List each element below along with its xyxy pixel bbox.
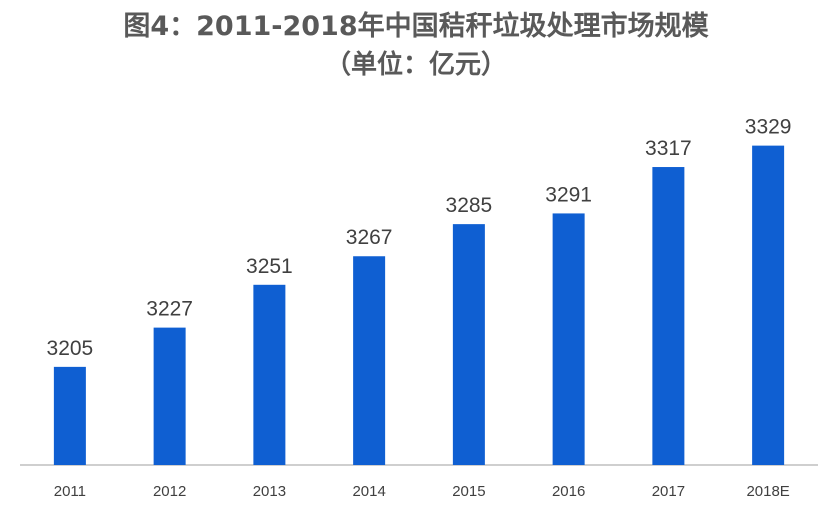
chart-title-block: 图4：2011-2018年中国秸秆垃圾处理市场规模 （单位：亿元） bbox=[0, 8, 832, 84]
x-tick-label-2015: 2015 bbox=[452, 483, 485, 500]
bar-2014 bbox=[353, 256, 386, 465]
bar-2017 bbox=[652, 167, 685, 465]
data-label-2011: 3205 bbox=[47, 337, 94, 360]
bar-2016 bbox=[552, 213, 585, 465]
chart-title: 图4：2011-2018年中国秸秆垃圾处理市场规模 bbox=[123, 11, 709, 42]
data-label-2017: 3317 bbox=[645, 137, 692, 160]
bar-2012 bbox=[153, 327, 186, 465]
bar-2011 bbox=[53, 366, 86, 465]
x-tick-label-2014: 2014 bbox=[352, 483, 385, 500]
data-label-2014: 3267 bbox=[346, 226, 393, 249]
x-tick-label-2016: 2016 bbox=[552, 483, 585, 500]
bar-2015 bbox=[452, 224, 485, 465]
x-tick-labels: 2011 2012 2013 2014 2015 2016 2017 2018E bbox=[54, 483, 790, 500]
data-labels: 3205 3227 3251 3267 3285 3291 3317 3329 bbox=[47, 116, 792, 360]
x-tick-label-2011: 2011 bbox=[54, 483, 86, 500]
data-label-2015: 3285 bbox=[446, 194, 493, 217]
chart-subtitle: （单位：亿元） bbox=[324, 50, 507, 80]
bar-2013 bbox=[253, 284, 286, 465]
x-tick-label-2017: 2017 bbox=[652, 483, 685, 500]
data-label-2016: 3291 bbox=[545, 183, 592, 206]
data-label-2012: 3227 bbox=[146, 298, 193, 321]
data-label-2013: 3251 bbox=[246, 255, 293, 278]
x-tick-label-2012: 2012 bbox=[153, 483, 186, 500]
bar-2018E bbox=[752, 145, 785, 465]
bar-series bbox=[53, 145, 785, 465]
x-tick-label-2013: 2013 bbox=[253, 483, 286, 500]
data-label-2018E: 3329 bbox=[745, 116, 792, 139]
x-tick-label-2018E: 2018E bbox=[746, 483, 789, 500]
